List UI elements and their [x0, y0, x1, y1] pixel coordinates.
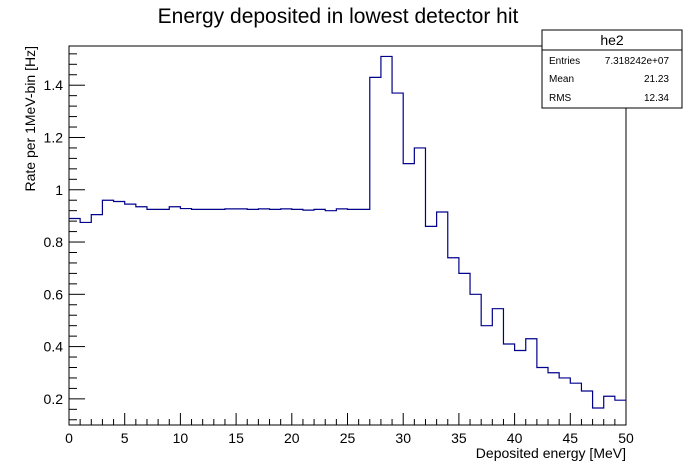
- x-tick-label: 45: [563, 430, 579, 446]
- y-tick-label: 0.8: [44, 234, 64, 250]
- histogram-bin: [559, 378, 570, 425]
- histogram-bin: [125, 204, 136, 425]
- x-axis-tick-labels: 0 5 10 15 20 25 30 35 40 45 50: [65, 430, 634, 446]
- stats-box: he2 Entries 7.318242e+07 Mean 21.23 RMS …: [541, 29, 683, 109]
- histogram-bin: [604, 396, 615, 425]
- stats-rms-value: 12.34: [644, 93, 669, 104]
- x-tick-label: 10: [173, 430, 189, 446]
- histogram-bin: [425, 226, 436, 425]
- histogram-bin: [136, 207, 147, 425]
- histogram-bins: [69, 56, 626, 425]
- histogram-bin: [414, 148, 425, 425]
- histogram-bin: [370, 77, 381, 425]
- x-tick-label: 25: [340, 430, 356, 446]
- histogram-bin: [570, 383, 581, 425]
- histogram-bin: [448, 258, 459, 425]
- histogram-bin: [91, 215, 102, 425]
- y-axis-tick-labels: 0.2 0.4 0.6 0.8 1 1.2 1.4: [44, 77, 64, 407]
- histogram-bin: [526, 339, 537, 425]
- histogram-bin: [158, 209, 169, 425]
- histogram-bin: [359, 209, 370, 425]
- x-tick-label: 20: [284, 430, 300, 446]
- histogram-bin: [481, 326, 492, 425]
- histogram-bin: [169, 207, 180, 425]
- y-axis-ticks: [69, 53, 85, 421]
- histogram-bin: [548, 373, 559, 425]
- stats-rms-label: RMS: [549, 93, 572, 104]
- histogram-series-line: [69, 55, 626, 409]
- y-tick-label: 1.2: [44, 129, 64, 145]
- histogram-bin: [192, 209, 203, 425]
- histogram-bin: [581, 391, 592, 425]
- x-axis-title: Deposited energy [MeV]: [476, 445, 626, 461]
- stats-mean-label: Mean: [549, 74, 574, 85]
- x-tick-label: 30: [395, 430, 411, 446]
- histogram-bin: [236, 209, 247, 425]
- histogram-bin: [102, 200, 113, 425]
- y-tick-label: 0.6: [44, 286, 64, 302]
- chart-title: Energy deposited in lowest detector hit: [158, 5, 519, 28]
- histogram-bin: [214, 209, 225, 425]
- histogram-bin: [348, 209, 359, 425]
- histogram-bin: [615, 400, 626, 425]
- histogram-bin: [247, 209, 258, 425]
- histogram-bin: [270, 209, 281, 425]
- histogram-bin: [437, 212, 448, 425]
- histogram-bin: [537, 367, 548, 425]
- histogram-bin: [292, 209, 303, 425]
- histogram-bin: [203, 209, 214, 425]
- x-tick-label: 50: [618, 430, 634, 446]
- y-tick-label: 0.4: [44, 339, 64, 355]
- histogram-bin: [325, 211, 336, 425]
- x-tick-label: 5: [121, 430, 129, 446]
- stats-box-frame: [541, 29, 683, 109]
- histogram-bin: [80, 222, 91, 425]
- stats-entries-label: Entries: [549, 56, 580, 67]
- stats-entries-value: 7.318242e+07: [605, 56, 670, 67]
- histogram-bin: [515, 351, 526, 425]
- histogram-bin: [225, 209, 236, 425]
- y-tick-label: 1.4: [44, 77, 64, 93]
- histogram-bin: [281, 209, 292, 425]
- x-tick-label: 35: [451, 430, 467, 446]
- histogram-bin: [403, 164, 414, 425]
- histogram-bin: [459, 273, 470, 425]
- y-tick-label: 1: [55, 182, 63, 198]
- x-axis-ticks: [68, 413, 627, 425]
- histogram-bin: [593, 408, 604, 425]
- histogram-bin: [470, 294, 481, 425]
- histogram-bin: [69, 219, 80, 425]
- histogram-bin: [492, 309, 503, 425]
- x-tick-label: 0: [65, 430, 73, 446]
- y-tick-label: 0.2: [44, 391, 64, 407]
- histogram-bin: [180, 209, 191, 425]
- histogram-bin: [336, 209, 347, 425]
- histogram-bin: [147, 209, 158, 425]
- y-axis-title: Rate per 1MeV-bin [Hz]: [22, 46, 38, 192]
- histogram-bin: [303, 210, 314, 425]
- histogram-bin: [258, 209, 269, 425]
- histogram-bin: [314, 209, 325, 425]
- histogram-bin: [503, 344, 514, 425]
- stats-box-name: he2: [600, 32, 624, 48]
- histogram-bin: [381, 56, 392, 425]
- histogram-bin: [392, 93, 403, 425]
- x-tick-label: 40: [507, 430, 523, 446]
- stats-mean-value: 21.23: [644, 74, 669, 85]
- x-tick-label: 15: [228, 430, 244, 446]
- histogram-bin: [114, 202, 125, 425]
